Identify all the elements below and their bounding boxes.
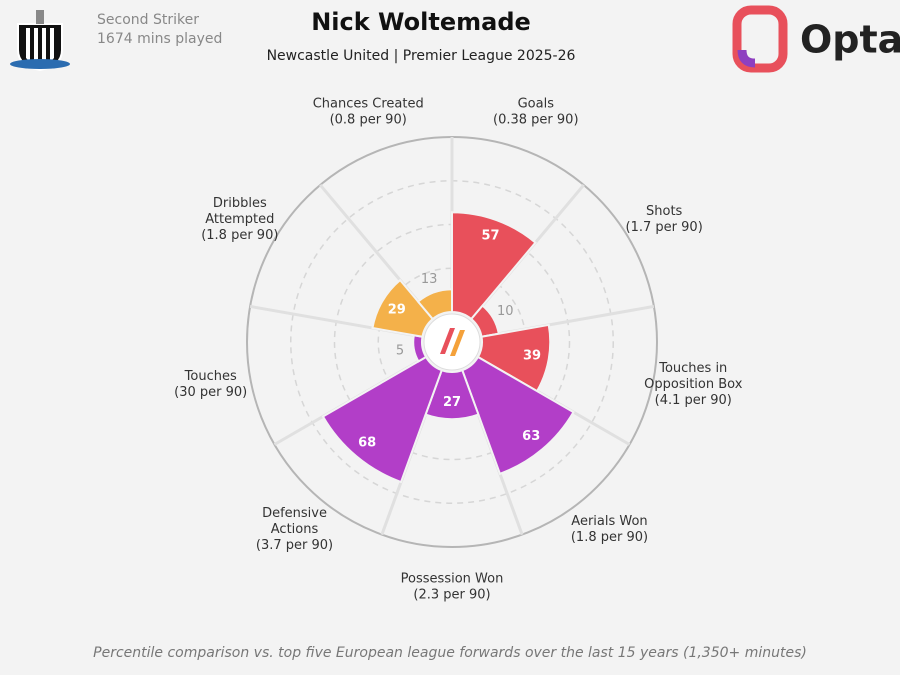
category-label: Chances Created [313,96,424,111]
category-label: Goals [518,96,555,111]
value-label: 13 [421,272,438,287]
category-label: Touches [184,369,237,384]
category-label: Actions [271,522,319,537]
per90-label: (1.7 per 90) [626,220,703,235]
per90-label: (4.1 per 90) [655,393,732,408]
wedge [416,288,453,321]
wedge [476,323,552,393]
per90-label: (0.38 per 90) [493,112,579,127]
value-label: 57 [482,229,500,244]
category-label: Possession Won [401,572,504,587]
category-label: Attempted [205,212,274,227]
category-label: Shots [646,204,683,219]
brand-logo: Opta [732,5,900,73]
category-label: Defensive [262,506,327,521]
center-mark [450,330,465,356]
per90-label: (2.3 per 90) [413,588,490,603]
center-emblem [423,313,481,371]
minutes: 1674 mins played [97,31,222,47]
category-label: Aerials Won [571,514,647,529]
wedge [321,355,444,484]
per90-label: (3.7 per 90) [256,538,333,553]
chart-subtitle: Newcastle United | Premier League 2025-2… [267,48,576,64]
category-label: Touches in [658,361,727,376]
club-crest [10,10,70,72]
center-mark [440,328,455,354]
wedge [371,278,435,338]
value-label: 68 [358,436,376,451]
per90-label: (1.8 per 90) [201,228,278,243]
position: Second Striker [97,12,199,28]
per90-label: (1.8 per 90) [571,530,648,545]
category-label: Dribbles [213,196,267,211]
value-label: 27 [443,395,461,410]
value-label: 63 [522,429,540,444]
value-label: 5 [396,344,404,359]
plot: 57 Goals(0.38 per 90) 10 Shots(1.7 per 90) 3… [174,96,743,602]
wedge [460,355,575,476]
value-label: 39 [523,349,541,364]
wedge [451,211,537,321]
category-label: Opposition Box [644,377,743,392]
chart-title: Nick Woltemade [311,8,531,36]
wedge [424,368,480,421]
per90-label: (0.8 per 90) [330,112,407,127]
value-label: 10 [497,304,514,319]
footnote: Percentile comparison vs. top five Europ… [93,645,807,661]
per90-label: (30 per 90) [174,385,247,400]
brand: Opta [800,18,900,62]
value-label: 29 [388,303,406,318]
